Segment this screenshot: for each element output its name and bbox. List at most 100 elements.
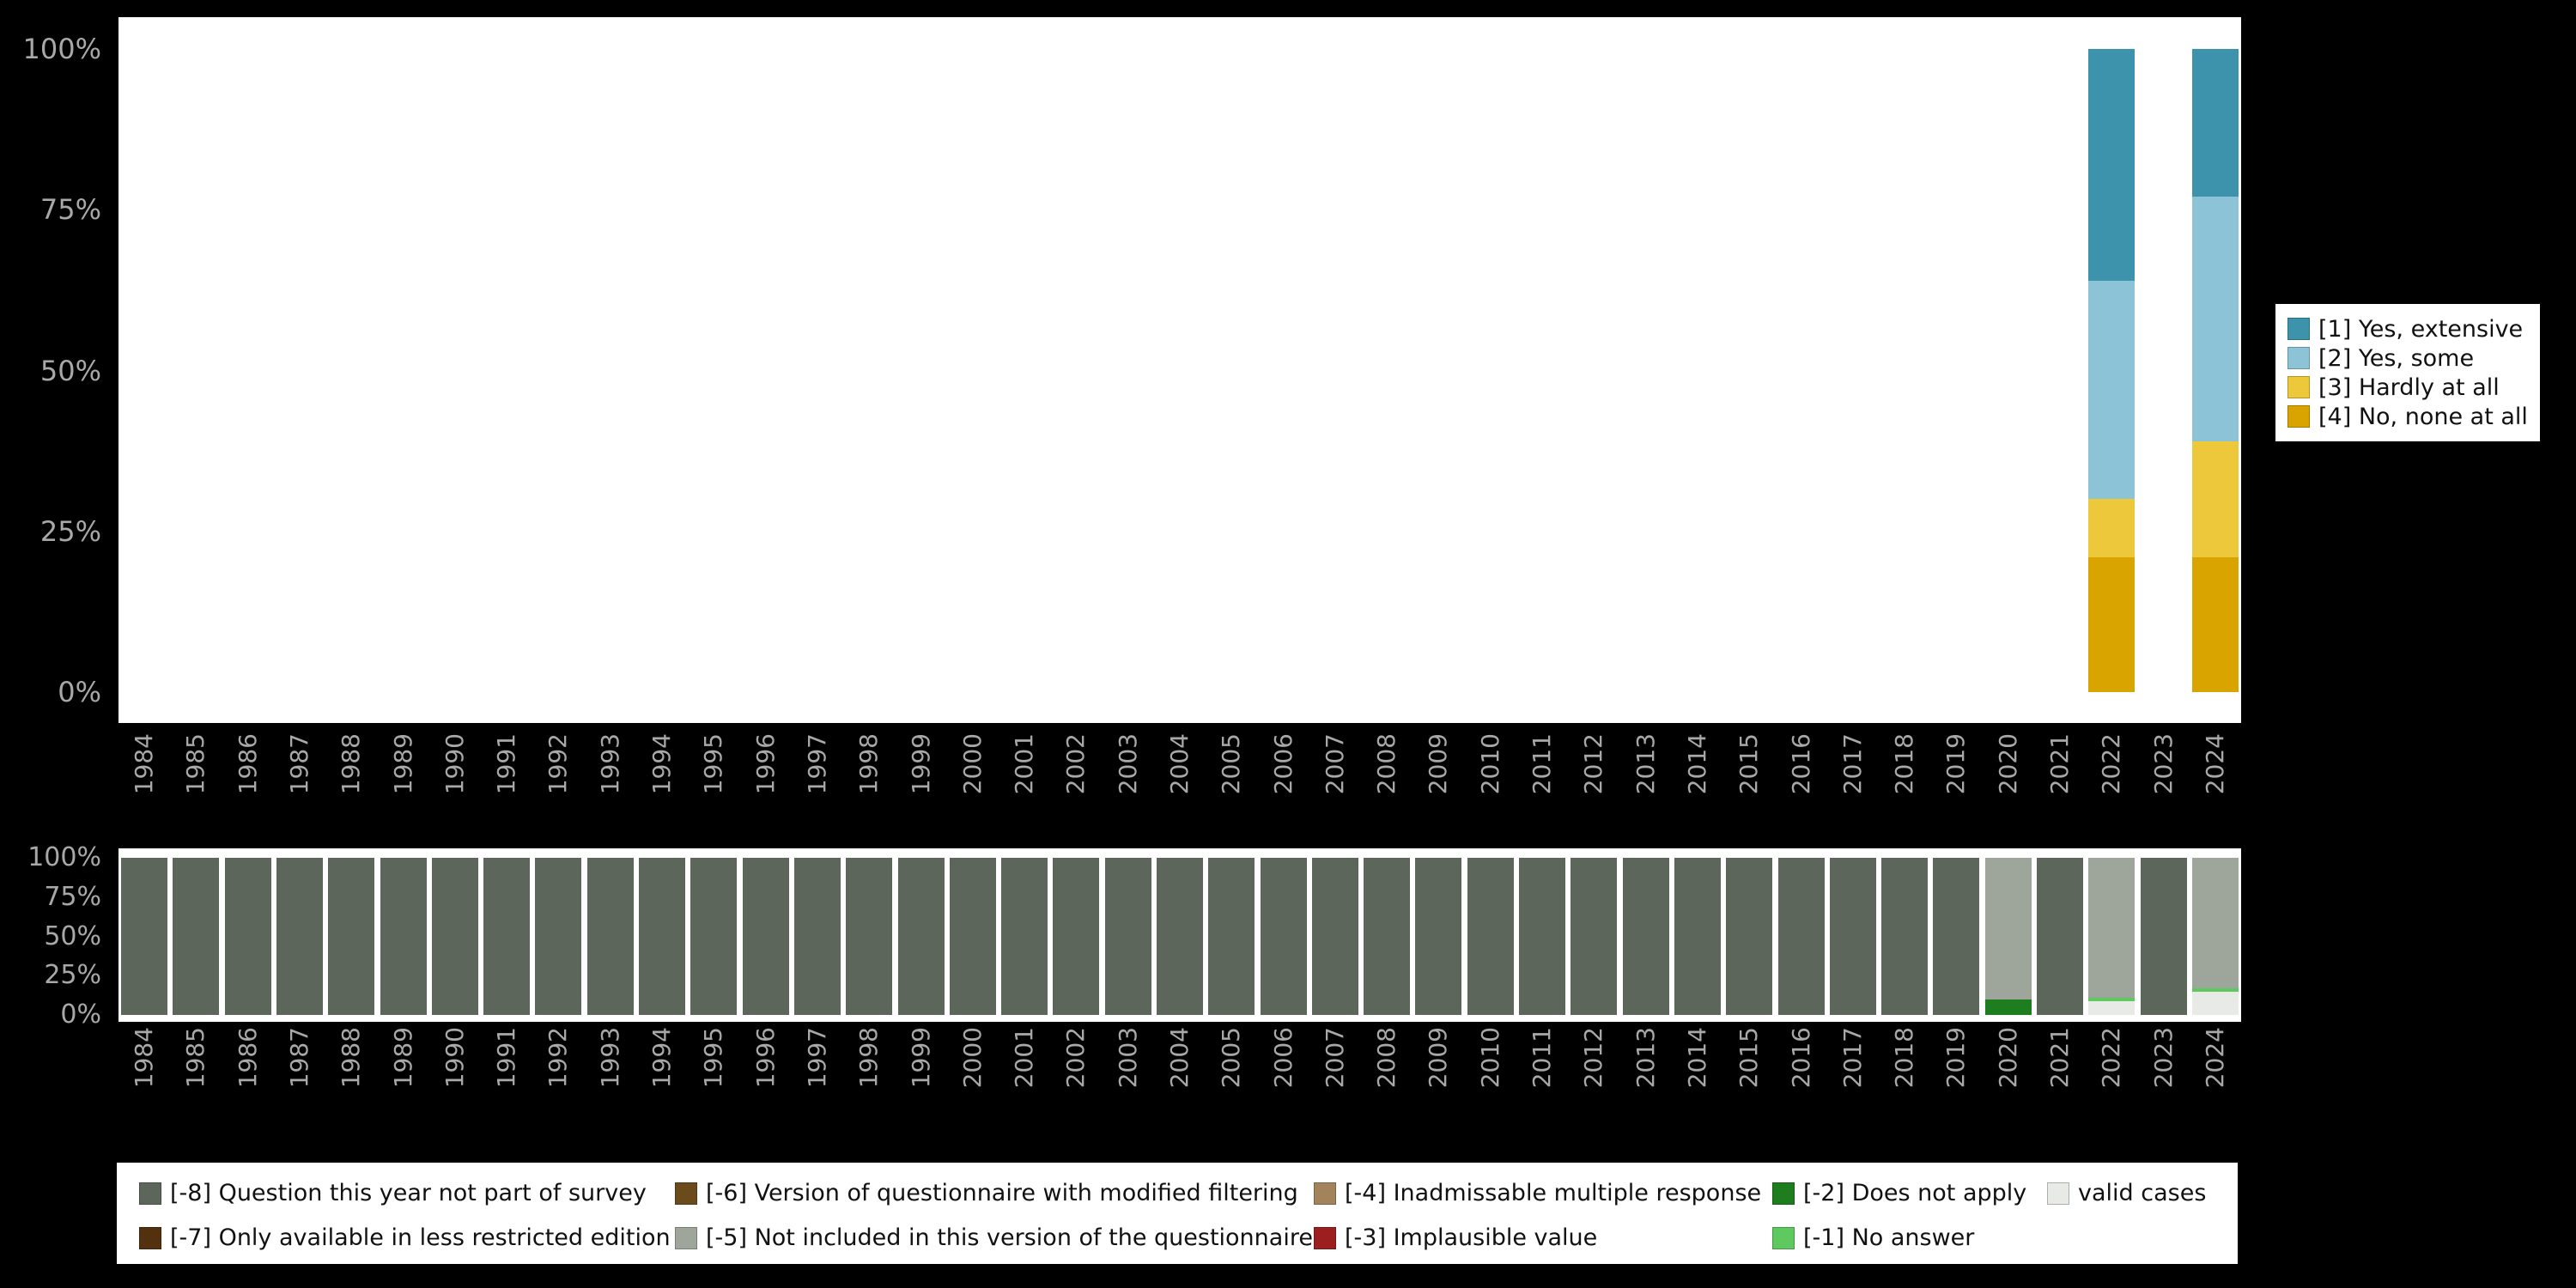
x-axis-label: 1997 — [802, 733, 831, 795]
x-axis-label: 2004 — [1165, 733, 1194, 795]
legend-item: [-1] No answer — [1772, 1224, 1974, 1251]
legend-label: valid cases — [2078, 1180, 2207, 1206]
x-axis-label: 2016 — [1786, 1027, 1815, 1089]
bar-segment — [2191, 556, 2239, 692]
y-axis-label: 100% — [27, 842, 101, 872]
x-axis-label: 2022 — [2097, 733, 2126, 795]
bar-segment — [2191, 49, 2239, 197]
x-axis-label: 2001 — [1010, 1027, 1039, 1089]
x-axis-label: 2018 — [1890, 1027, 1919, 1089]
x-axis-label: 1999 — [906, 733, 935, 795]
bar-segment — [1467, 858, 1514, 1015]
x-axis-label: 2006 — [1268, 1027, 1297, 1089]
x-axis-label: 1990 — [440, 733, 469, 795]
legend-item: [-6] Version of questionnaire with modif… — [675, 1180, 1298, 1206]
x-axis-label: 2021 — [2044, 733, 2074, 795]
x-axis-label: 2023 — [2148, 1027, 2178, 1089]
x-axis-label: 2000 — [957, 733, 987, 795]
x-axis-label: 2009 — [1424, 1027, 1453, 1089]
x-axis-label: 1985 — [181, 1027, 210, 1089]
x-axis-label: 2015 — [1735, 733, 1764, 795]
bar-segment — [897, 858, 945, 1015]
bar-segment — [1984, 999, 2032, 1015]
bar-segment — [2088, 499, 2136, 557]
bar-segment — [1364, 858, 1411, 1015]
bar-segment — [173, 858, 220, 1015]
x-axis-label: 2005 — [1217, 733, 1246, 795]
x-axis-label: 2019 — [1941, 1027, 1971, 1089]
bar-segment — [483, 858, 531, 1015]
x-axis-label: 1985 — [181, 733, 210, 795]
legend-item: valid cases — [2047, 1180, 2206, 1206]
legend-item: [1] Yes, extensive — [2287, 314, 2528, 343]
legend-swatch — [139, 1182, 161, 1205]
x-axis-label: 1986 — [233, 733, 262, 795]
legend-swatch — [675, 1182, 697, 1205]
x-axis-label: 2018 — [1890, 733, 1919, 795]
x-axis-label: 1997 — [802, 1027, 831, 1089]
bar-segment — [328, 858, 375, 1015]
y-axis-label: 50% — [39, 354, 101, 387]
x-axis-label: 1992 — [544, 1027, 573, 1089]
x-axis-label: 1990 — [440, 1027, 469, 1089]
bar-segment — [1622, 858, 1669, 1015]
bar-segment — [1157, 858, 1203, 1015]
bar-segment — [1881, 858, 1929, 1015]
x-axis-label: 2017 — [1838, 1027, 1867, 1089]
bar-segment — [846, 858, 893, 1015]
x-axis-label: 2003 — [1113, 1027, 1142, 1089]
x-axis-label: 2012 — [1579, 1027, 1608, 1089]
bar-segment — [2088, 858, 2136, 998]
x-axis-label: 1987 — [285, 1027, 314, 1089]
y-axis-label: 0% — [60, 999, 101, 1030]
x-axis-label: 2002 — [1061, 733, 1091, 795]
legend-label: [-2] Does not apply — [1803, 1180, 2027, 1206]
x-axis-label: 1992 — [544, 733, 573, 795]
bar-segment — [1984, 858, 2032, 999]
legend-label: [-1] No answer — [1803, 1224, 1975, 1251]
x-axis-label: 1995 — [699, 1027, 728, 1089]
y-axis-label: 25% — [39, 514, 101, 548]
bar-segment — [431, 858, 478, 1015]
x-axis-label: 2008 — [1372, 733, 1401, 795]
bar-segment — [949, 858, 996, 1015]
bar-segment — [1726, 858, 1773, 1015]
legend-swatch — [675, 1226, 697, 1249]
bar-segment — [1777, 858, 1825, 1015]
x-axis-label: 1988 — [337, 1027, 366, 1089]
legend-item: [-5] Not included in this version of the… — [675, 1224, 1313, 1251]
legend-item: [2] Yes, some — [2287, 343, 2528, 373]
legend-item: [-2] Does not apply — [1772, 1180, 2026, 1206]
legend-swatch — [2287, 318, 2310, 340]
x-axis-label: 2020 — [1993, 1027, 2022, 1089]
legend-label: [2] Yes, some — [2318, 344, 2475, 372]
x-axis-label: 2011 — [1528, 733, 1557, 795]
legend-swatch — [1772, 1226, 1795, 1249]
x-axis-label: 2012 — [1579, 733, 1608, 795]
legend-swatch — [2287, 405, 2310, 428]
y-axis-label: 0% — [58, 676, 101, 708]
bar-segment — [1674, 858, 1721, 1015]
legend-label: [-7] Only available in less restricted e… — [170, 1224, 671, 1251]
legend-label: [-4] Inadmissable multiple response — [1345, 1180, 1762, 1206]
x-axis-label: 1998 — [854, 1027, 884, 1089]
x-axis-label: 1989 — [388, 1027, 417, 1089]
bar-segment — [2036, 858, 2083, 1015]
legend-label: [-6] Version of questionnaire with modif… — [706, 1180, 1298, 1206]
x-axis-label: 1991 — [492, 733, 521, 795]
x-axis-label: 2004 — [1165, 1027, 1194, 1089]
x-axis-label: 1993 — [595, 1027, 624, 1089]
x-axis-label: 2010 — [1475, 733, 1504, 795]
x-axis-label: 1989 — [388, 733, 417, 795]
legend-label: [-8] Question this year not part of surv… — [170, 1180, 647, 1206]
legend-swatch — [1314, 1182, 1336, 1205]
x-axis-label: 2014 — [1682, 733, 1711, 795]
legend-item: [-8] Question this year not part of surv… — [139, 1180, 647, 1206]
bar-segment — [2088, 1000, 2136, 1015]
x-axis-label: 2024 — [2200, 1027, 2229, 1089]
x-axis-label: 1999 — [906, 1027, 935, 1089]
x-axis-label: 1986 — [233, 1027, 262, 1089]
y-axis-label: 75% — [39, 193, 101, 227]
x-axis-label: 1991 — [492, 1027, 521, 1089]
x-axis-label: 2021 — [2044, 1027, 2074, 1089]
